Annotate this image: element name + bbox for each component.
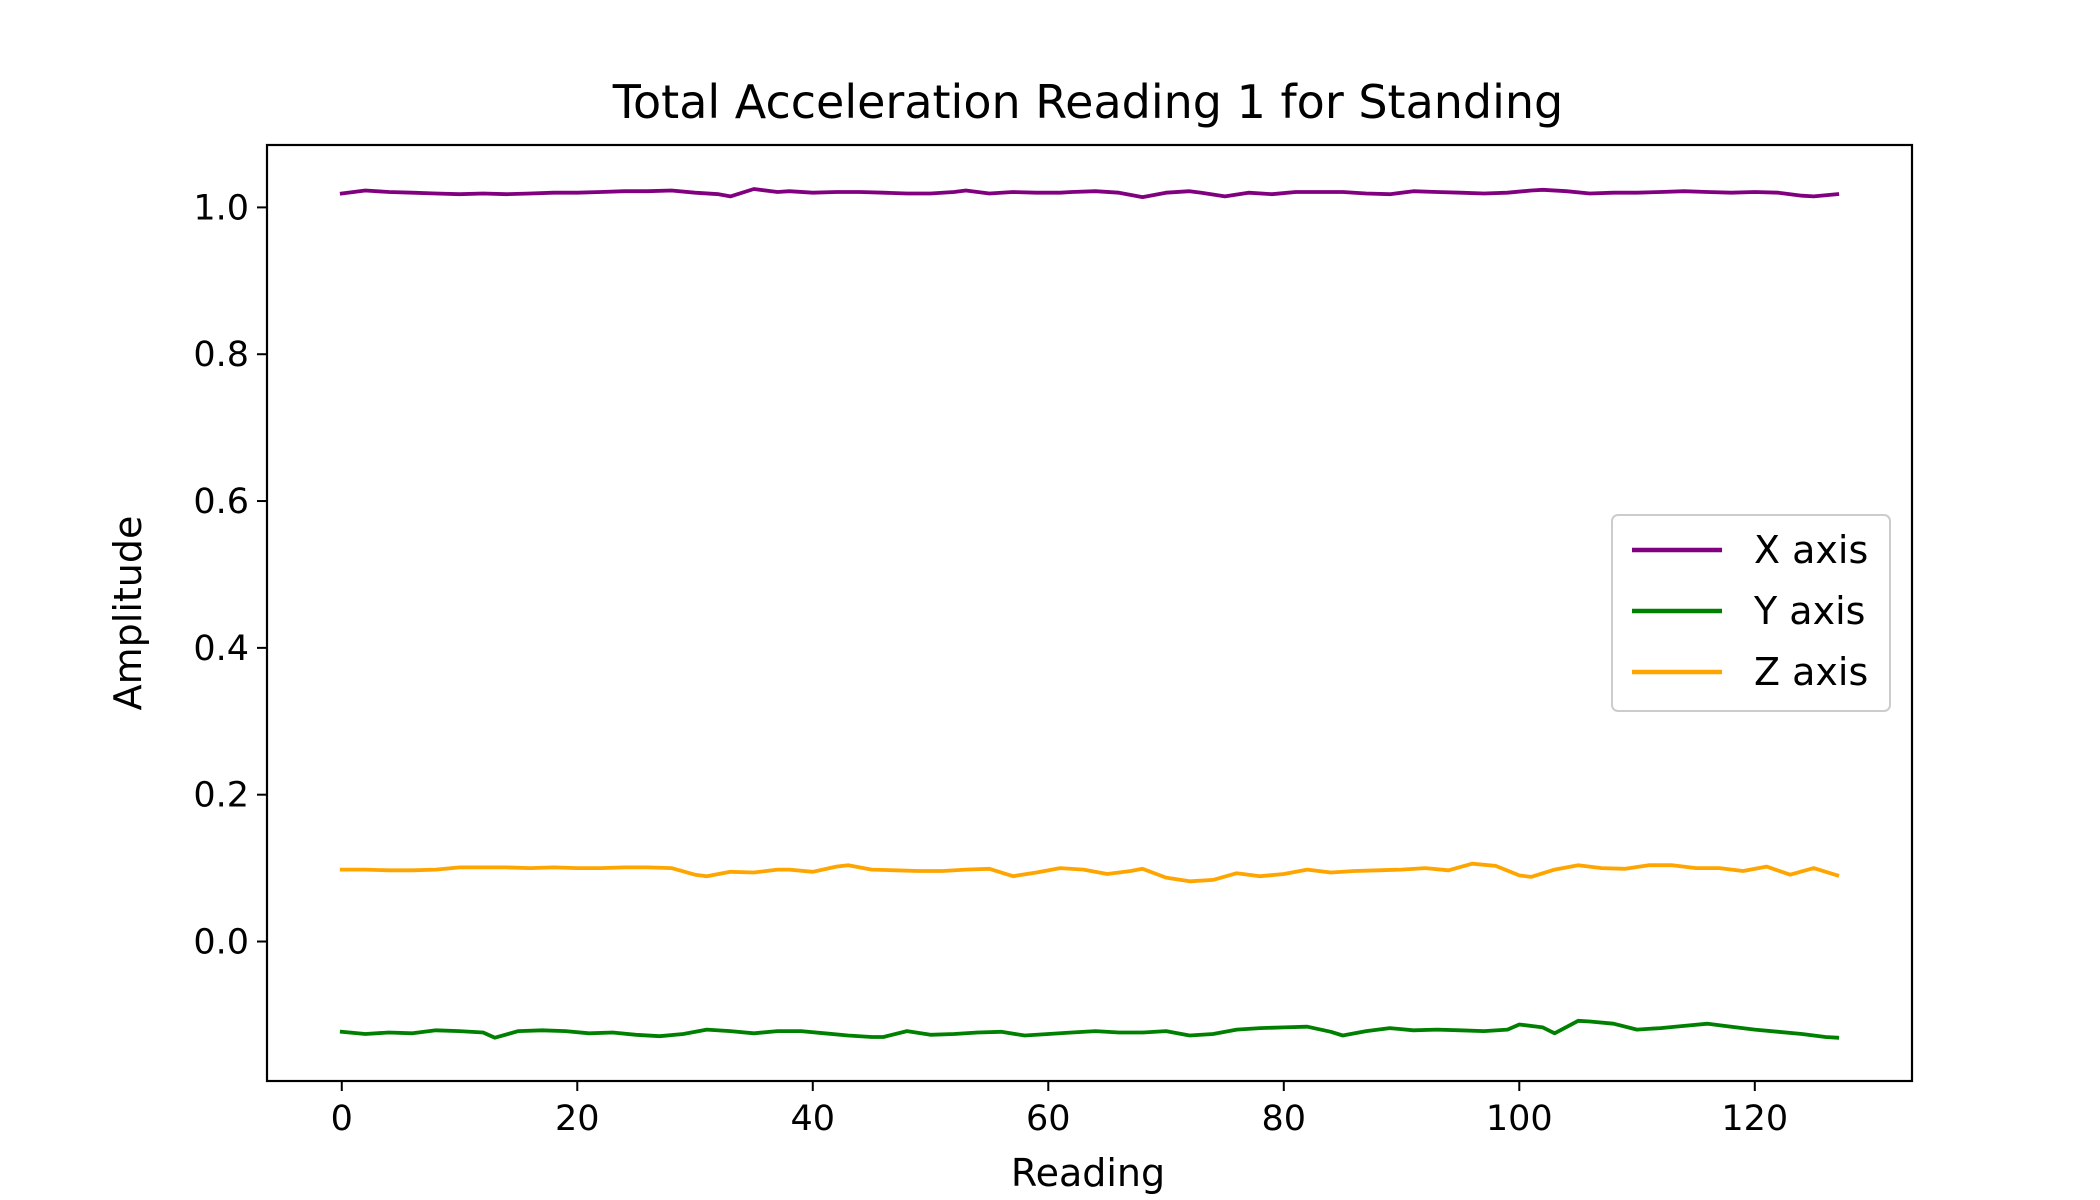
x-tick-label: 100 bbox=[1486, 1099, 1553, 1139]
series-line-y-axis bbox=[339, 1018, 1840, 1040]
x-tick-label: 20 bbox=[555, 1099, 600, 1139]
x-tick-label: 0 bbox=[331, 1099, 353, 1139]
y-tick-label: 0.4 bbox=[193, 629, 249, 669]
y-tick-label: 0.2 bbox=[193, 776, 249, 816]
x-axis-ticks: 0 20 40 60 80 100 120 bbox=[331, 1081, 1788, 1139]
legend-box bbox=[1611, 514, 1891, 712]
x-tick-label: 80 bbox=[1262, 1099, 1307, 1139]
legend-label-z-axis: Z axis bbox=[1754, 650, 1868, 694]
x-tick-label: 40 bbox=[791, 1099, 836, 1139]
series-line-z-axis bbox=[339, 861, 1840, 884]
y-axis-ticks: 0.0 0.2 0.4 0.6 0.8 1.0 bbox=[193, 188, 267, 963]
y-tick-label: 0.6 bbox=[193, 482, 249, 522]
plot-area bbox=[265, 143, 1914, 1083]
legend: X axis Y axis Z axis bbox=[1611, 514, 1891, 712]
legend-label-x-axis: X axis bbox=[1754, 528, 1868, 572]
y-tick-label: 0.8 bbox=[193, 335, 249, 375]
x-tick-label: 120 bbox=[1721, 1099, 1788, 1139]
y-tick-label: 0.0 bbox=[193, 923, 249, 963]
series-lines bbox=[339, 187, 1840, 1040]
legend-label-y-axis: Y axis bbox=[1753, 589, 1865, 633]
x-axis-label: Reading bbox=[1011, 1151, 1165, 1195]
series-line-x-axis bbox=[339, 187, 1840, 200]
chart-title: Total Acceleration Reading 1 for Standin… bbox=[612, 75, 1564, 129]
legend-entries: X axis Y axis Z axis bbox=[1632, 528, 1868, 694]
y-tick-label: 1.0 bbox=[193, 188, 249, 228]
plot-frame bbox=[265, 143, 1914, 1083]
x-tick-label: 60 bbox=[1026, 1099, 1071, 1139]
y-axis-label: Amplitude bbox=[106, 516, 150, 711]
